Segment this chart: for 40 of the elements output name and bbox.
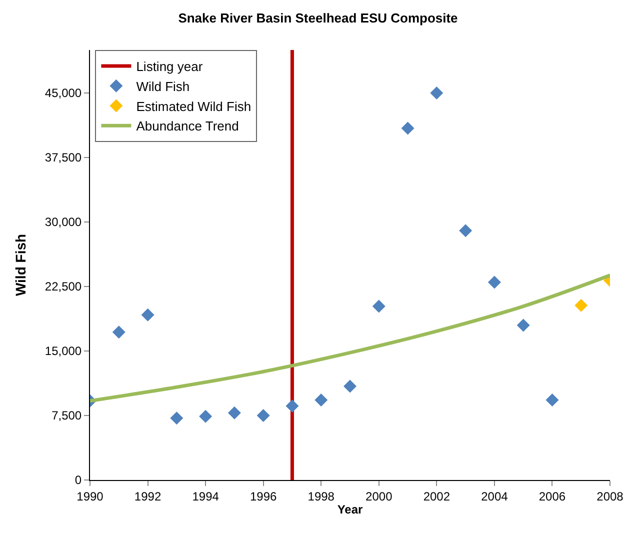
- x-tick-label: 2006: [538, 489, 566, 504]
- legend-label: Estimated Wild Fish: [136, 98, 252, 114]
- y-tick-label: 22,500: [44, 280, 82, 294]
- point: [199, 410, 212, 423]
- legend-label: Wild Fish: [136, 78, 190, 94]
- x-tick-label: 1990: [76, 489, 104, 504]
- x-tick-label: 2002: [423, 489, 450, 504]
- point: [430, 86, 444, 100]
- point: [314, 394, 328, 407]
- x-tick-label: 1998: [308, 489, 335, 504]
- point: [546, 394, 559, 407]
- point: [372, 300, 386, 313]
- x-tick-label: 1992: [134, 489, 162, 504]
- point: [228, 406, 241, 420]
- y-axis-title: Wild Fish: [12, 234, 28, 296]
- y-tick-label: 37,500: [44, 150, 82, 165]
- point: [344, 380, 356, 393]
- point: [141, 308, 154, 322]
- point: [459, 224, 472, 238]
- point: [112, 326, 126, 339]
- point: [256, 409, 270, 422]
- legend-label: Abundance Trend: [136, 118, 239, 134]
- point: [488, 276, 501, 289]
- x-tick-label: 1996: [250, 489, 277, 504]
- x-tick-label: 2008: [596, 489, 624, 504]
- y-tick-label: 7,500: [52, 408, 82, 423]
- point: [286, 400, 299, 413]
- y-tick-label: 15,000: [44, 344, 82, 358]
- chart-title: Snake River Basin Steelhead ESU Composite: [178, 10, 458, 26]
- x-tick-label: 1994: [192, 489, 220, 504]
- x-tick-label: 2000: [366, 489, 393, 504]
- point: [170, 412, 184, 425]
- point: [516, 318, 530, 332]
- point: [401, 122, 414, 135]
- y-tick-label: 45,000: [44, 86, 82, 100]
- x-tick-label: 2004: [481, 489, 508, 504]
- legend-label: Listing year: [136, 59, 204, 74]
- y-tick-label: 30,000: [44, 215, 82, 230]
- x-axis-title: Year: [337, 502, 364, 516]
- y-tick-label: 0: [74, 473, 82, 488]
